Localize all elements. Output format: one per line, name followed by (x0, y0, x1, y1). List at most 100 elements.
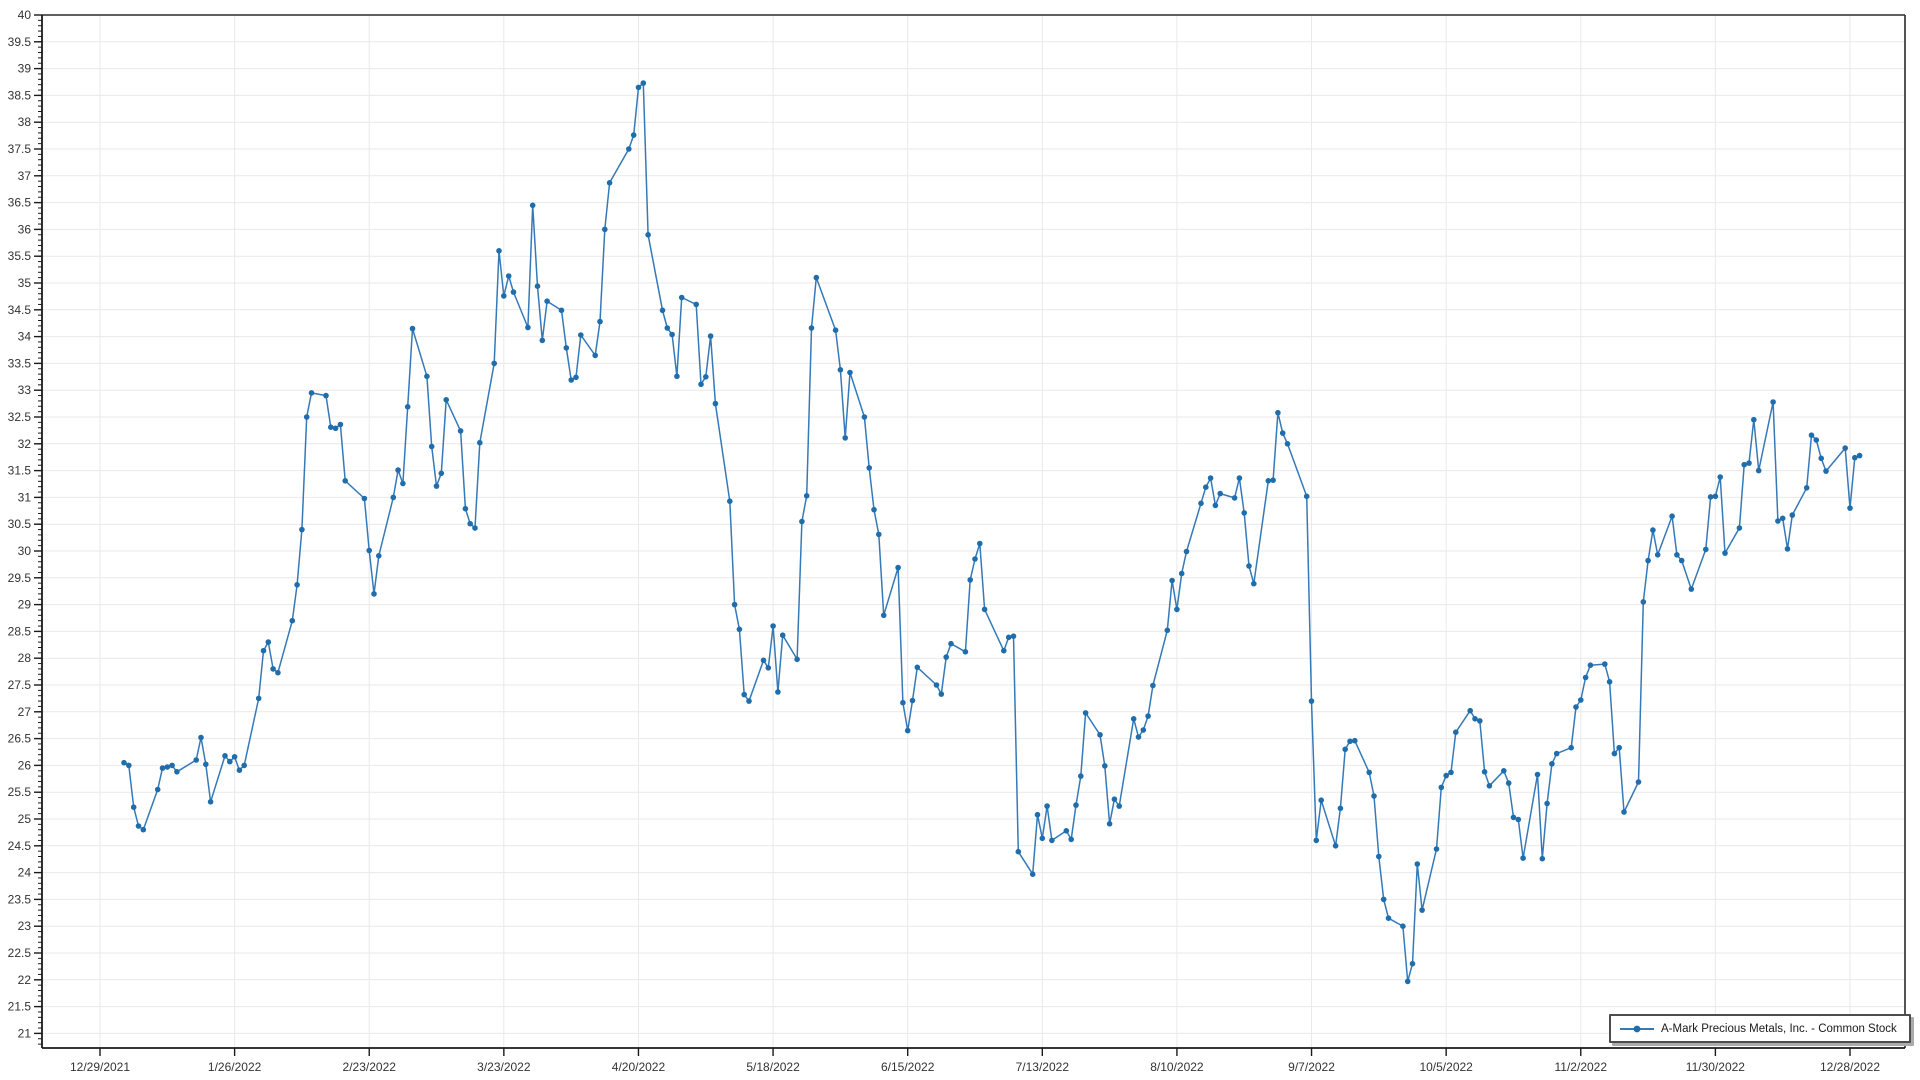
data-point[interactable] (597, 318, 603, 325)
data-point[interactable] (803, 493, 810, 499)
data-point[interactable] (1251, 580, 1257, 587)
data-point[interactable] (1164, 627, 1171, 634)
data-point[interactable] (779, 632, 786, 638)
data-point[interactable] (602, 226, 608, 233)
data-point[interactable] (1097, 732, 1103, 738)
data-point[interactable] (1174, 606, 1180, 613)
data-point[interactable] (1318, 797, 1324, 803)
data-point[interactable] (1102, 763, 1108, 769)
data-point[interactable] (1433, 846, 1440, 852)
data-point[interactable] (1438, 784, 1445, 791)
data-point[interactable] (1178, 570, 1185, 577)
data-point[interactable] (1616, 744, 1622, 751)
data-point[interactable] (847, 369, 853, 376)
data-point[interactable] (1722, 550, 1728, 556)
data-point[interactable] (1477, 718, 1483, 724)
data-point[interactable] (1448, 769, 1454, 776)
data-point[interactable] (1111, 796, 1118, 802)
data-point[interactable] (808, 325, 815, 331)
data-point[interactable] (914, 664, 921, 671)
data-point[interactable] (741, 691, 747, 698)
data-point[interactable] (275, 669, 281, 676)
data-point[interactable] (635, 84, 642, 91)
data-point[interactable] (1371, 793, 1377, 799)
data-point[interactable] (664, 325, 671, 331)
data-point[interactable] (1582, 674, 1589, 681)
data-point[interactable] (698, 381, 704, 388)
data-point[interactable] (1212, 502, 1219, 509)
data-point[interactable] (904, 727, 911, 734)
data-point[interactable] (1275, 409, 1281, 416)
data-point[interactable] (558, 307, 565, 314)
data-point[interactable] (1784, 546, 1791, 552)
data-point[interactable] (866, 465, 872, 471)
data-point[interactable] (1106, 821, 1113, 827)
data-point[interactable] (1688, 586, 1695, 592)
data-point[interactable] (1279, 430, 1286, 436)
data-point[interactable] (400, 480, 406, 487)
data-point[interactable] (1443, 772, 1449, 779)
data-point[interactable] (294, 582, 300, 588)
data-point[interactable] (135, 823, 142, 829)
data-point[interactable] (337, 421, 344, 428)
data-point[interactable] (1852, 454, 1858, 461)
data-point[interactable] (948, 640, 954, 647)
data-point[interactable] (640, 80, 647, 86)
data-point[interactable] (1068, 836, 1074, 843)
legend-box[interactable]: A-Mark Precious Metals, Inc. - Common St… (1609, 1014, 1911, 1043)
data-point[interactable] (678, 294, 685, 301)
data-point[interactable] (203, 761, 209, 768)
data-point[interactable] (1678, 557, 1685, 564)
data-point[interactable] (1549, 761, 1555, 767)
data-point[interactable] (568, 377, 574, 383)
data-point[interactable] (265, 639, 272, 645)
data-point[interactable] (1217, 490, 1223, 497)
data-point[interactable] (1145, 713, 1151, 719)
data-point[interactable] (592, 352, 598, 359)
data-point[interactable] (1385, 915, 1392, 921)
data-point[interactable] (1400, 923, 1406, 929)
data-point[interactable] (525, 324, 531, 331)
data-point[interactable] (289, 617, 296, 624)
data-point[interactable] (491, 360, 498, 367)
data-point[interactable] (837, 367, 844, 373)
data-point[interactable] (1236, 475, 1243, 481)
data-point[interactable] (1135, 734, 1142, 740)
data-point[interactable] (299, 526, 305, 533)
data-point[interactable] (409, 325, 416, 332)
data-point[interactable] (1270, 477, 1276, 484)
data-point[interactable] (1578, 697, 1584, 703)
data-point[interactable] (539, 337, 546, 344)
data-point[interactable] (1265, 478, 1272, 484)
data-point[interactable] (395, 467, 401, 473)
data-point[interactable] (1486, 783, 1493, 789)
data-point[interactable] (424, 373, 430, 380)
data-point[interactable] (1034, 811, 1041, 818)
data-point[interactable] (121, 759, 127, 766)
data-point[interactable] (1313, 837, 1320, 844)
data-point[interactable] (630, 132, 637, 138)
data-point[interactable] (174, 769, 180, 775)
data-point[interactable] (1703, 546, 1709, 553)
data-point[interactable] (342, 478, 349, 484)
data-point[interactable] (1640, 599, 1647, 605)
data-point[interactable] (1654, 552, 1661, 558)
data-point[interactable] (880, 612, 887, 619)
data-point[interactable] (1409, 960, 1416, 967)
data-point[interactable] (1453, 729, 1459, 735)
data-point[interactable] (193, 757, 199, 763)
data-point[interactable] (1169, 577, 1175, 584)
data-point[interactable] (164, 764, 171, 770)
data-point[interactable] (467, 520, 474, 527)
data-point[interactable] (1337, 805, 1344, 812)
data-point[interactable] (443, 397, 450, 403)
data-point[interactable] (1553, 750, 1560, 757)
data-point[interactable] (1669, 513, 1675, 519)
data-point[interactable] (1501, 768, 1507, 774)
data-point[interactable] (1813, 437, 1820, 443)
data-point[interactable] (626, 146, 632, 152)
data-point[interactable] (241, 762, 247, 769)
data-point[interactable] (1645, 557, 1651, 564)
data-point[interactable] (563, 345, 570, 351)
data-point[interactable] (1010, 633, 1017, 639)
